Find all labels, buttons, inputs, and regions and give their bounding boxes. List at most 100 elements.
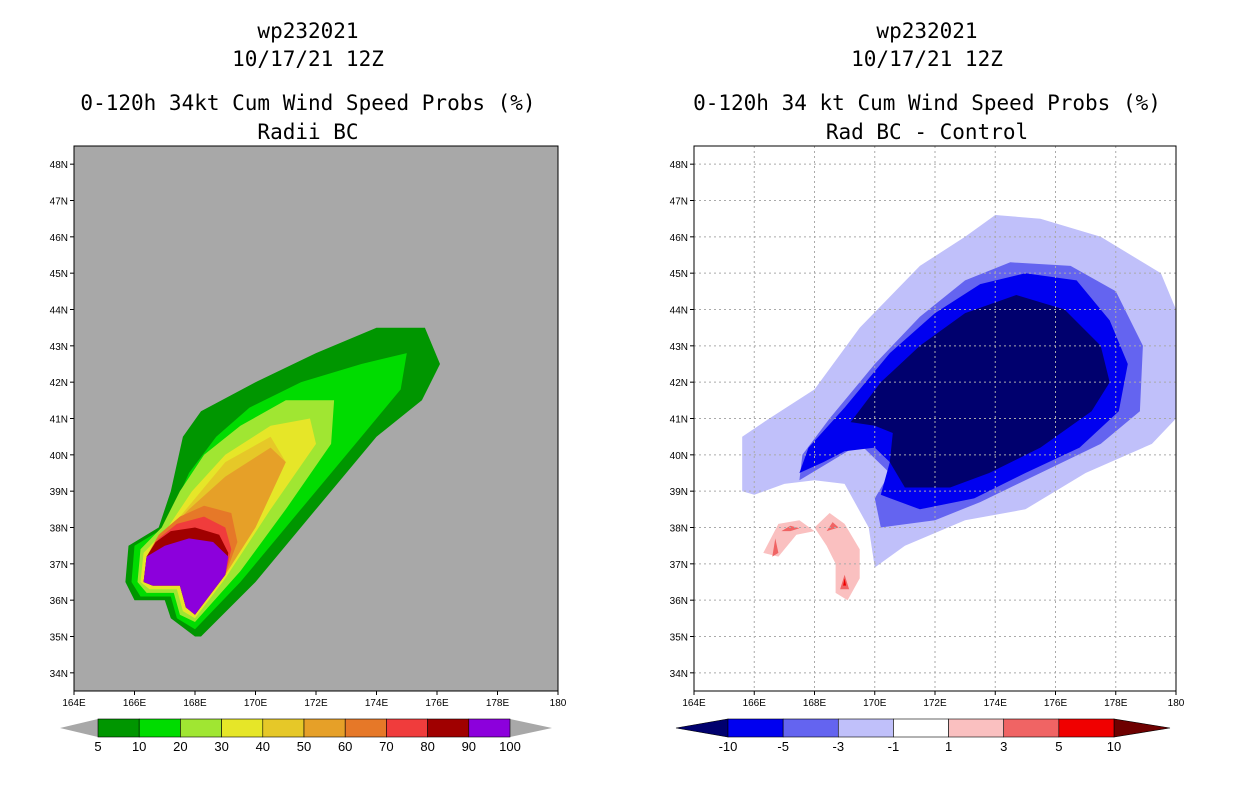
- right-colorbar-label: -1: [888, 739, 900, 754]
- right-colorbar-swatch: [948, 718, 1005, 738]
- right-colorbar-label: 5: [1055, 739, 1062, 754]
- right-colorbar-under-arrow: [675, 718, 729, 738]
- left-y-tick-label: 45N: [50, 269, 68, 280]
- left-colorbar-label: 50: [297, 739, 311, 754]
- left-colorbar-label: 100: [499, 739, 521, 754]
- right-storm-id: wp232021: [876, 19, 977, 43]
- right-colorbar-swatch: [837, 718, 894, 738]
- left-y-tick-label: 41N: [50, 415, 68, 426]
- right-y-tick-label: 35N: [670, 633, 688, 644]
- left-colorbar-swatch: [303, 718, 346, 738]
- left-colorbar-swatch: [97, 718, 140, 738]
- right-y-tick-label: 34N: [670, 669, 688, 680]
- right-colorbar-swatch: [1003, 718, 1060, 738]
- left-y-tick-label: 39N: [50, 487, 68, 498]
- left-colorbar-label: 10: [132, 739, 146, 754]
- left-x-tick-label: 164E: [62, 698, 86, 709]
- right-y-tick-label: 41N: [670, 415, 688, 426]
- right-y-tick-label: 40N: [670, 451, 688, 462]
- right-colorbar-swatch: [893, 718, 949, 738]
- right-date: 10/17/21 12Z: [851, 47, 1003, 71]
- left-x-tick-label: 174E: [365, 698, 389, 709]
- right-axes: 164E 166E 168E 170E 172E 174E 176E 178E 180 34N 35…: [670, 160, 1185, 709]
- left-y-tick-label: 34N: [50, 669, 68, 680]
- right-colorbar: -10 -5 -3 -1 1 3 5 10: [675, 718, 1171, 754]
- left-y-tick-label: 35N: [50, 633, 68, 644]
- left-colorbar-label: 30: [214, 739, 228, 754]
- left-y-tick-label: 48N: [50, 160, 68, 171]
- left-date: 10/17/21 12Z: [232, 47, 384, 71]
- left-y-tick-label: 47N: [50, 197, 68, 208]
- right-x-tick-label: 172E: [923, 698, 947, 709]
- left-storm-id: wp232021: [257, 19, 358, 43]
- left-y-tick-label: 38N: [50, 524, 68, 535]
- left-colorbar-label: 70: [379, 739, 393, 754]
- right-x-tick-label: 176E: [1044, 698, 1068, 709]
- right-y-tick-label: 39N: [670, 487, 688, 498]
- right-contours: [742, 215, 1176, 601]
- left-colorbar-under-arrow: [60, 719, 98, 737]
- right-contour-3: [772, 538, 779, 557]
- left-y-tick-label: 43N: [50, 342, 68, 353]
- right-contour-3: [826, 522, 839, 532]
- right-colorbar-swatch: [782, 718, 839, 738]
- right-colorbar-label: -5: [777, 739, 789, 754]
- right-subtitle: Rad BC - Control: [826, 120, 1028, 144]
- left-x-tick-label: 166E: [123, 698, 147, 709]
- left-colorbar-label: 5: [94, 739, 101, 754]
- right-x-tick-label: 168E: [803, 698, 827, 709]
- right-y-tick-label: 38N: [670, 524, 688, 535]
- left-x-tick-label: 176E: [425, 698, 449, 709]
- left-colorbar-label: 60: [338, 739, 352, 754]
- right-x-tick-label: 166E: [743, 698, 767, 709]
- right-x-tick-label: 180: [1168, 698, 1185, 709]
- right-colorbar-over-arrow: [1113, 718, 1171, 738]
- right-colorbar-swatch: [727, 718, 784, 738]
- right-colorbar-label: 1: [945, 739, 952, 754]
- left-axes: 164E 166E 168E 170E 172E 174E 176E 178E 180 34N 35…: [50, 160, 567, 709]
- right-y-tick-label: 37N: [670, 560, 688, 571]
- right-colorbar-label: 3: [1000, 739, 1007, 754]
- left-colorbar-swatch: [262, 718, 305, 738]
- left-subtitle: Radii BC: [257, 120, 358, 144]
- left-panel: wp232021 10/17/21 12Z 0-120h 34kt Cum Wi…: [50, 19, 567, 754]
- left-colorbar-over-arrow: [510, 719, 552, 737]
- right-y-tick-label: 36N: [670, 596, 688, 607]
- left-colorbar-swatch: [180, 718, 222, 738]
- left-contours: [125, 327, 441, 637]
- left-y-tick-label: 42N: [50, 378, 68, 389]
- left-colorbar-swatch: [138, 718, 181, 738]
- left-y-tick-label: 40N: [50, 451, 68, 462]
- left-x-tick-label: 170E: [244, 698, 268, 709]
- left-colorbar-swatch: [221, 718, 264, 738]
- left-title: 0-120h 34kt Cum Wind Speed Probs (%): [80, 91, 535, 115]
- right-panel: wp232021 10/17/21 12Z 0-120h 34 kt Cum W…: [670, 19, 1185, 754]
- left-colorbar-label: 90: [462, 739, 476, 754]
- right-y-tick-label: 46N: [670, 233, 688, 244]
- left-colorbar-swatch: [427, 718, 470, 738]
- right-grid: [694, 146, 1176, 691]
- right-contour-5: [843, 578, 847, 586]
- left-colorbar-swatch: [386, 718, 428, 738]
- right-x-tick-label: 164E: [682, 698, 706, 709]
- right-y-tick-label: 42N: [670, 378, 688, 389]
- right-y-tick-label: 45N: [670, 269, 688, 280]
- left-y-tick-label: 36N: [50, 596, 68, 607]
- left-colorbar-swatch: [468, 718, 511, 738]
- left-contour-90: [143, 538, 229, 615]
- right-colorbar-label: 10: [1107, 739, 1121, 754]
- right-x-tick-label: 174E: [984, 698, 1008, 709]
- right-contour--10: [850, 295, 1110, 488]
- left-colorbar-label: 80: [420, 739, 434, 754]
- left-x-tick-label: 168E: [183, 698, 207, 709]
- right-y-tick-label: 43N: [670, 342, 688, 353]
- left-x-tick-label: 178E: [486, 698, 510, 709]
- right-colorbar-label: -3: [833, 739, 845, 754]
- right-title: 0-120h 34 kt Cum Wind Speed Probs (%): [693, 91, 1161, 115]
- right-x-tick-label: 170E: [863, 698, 887, 709]
- left-colorbar-swatch: [344, 718, 387, 738]
- left-x-tick-label: 172E: [304, 698, 328, 709]
- left-y-tick-label: 37N: [50, 560, 68, 571]
- left-y-tick-label: 46N: [50, 233, 68, 244]
